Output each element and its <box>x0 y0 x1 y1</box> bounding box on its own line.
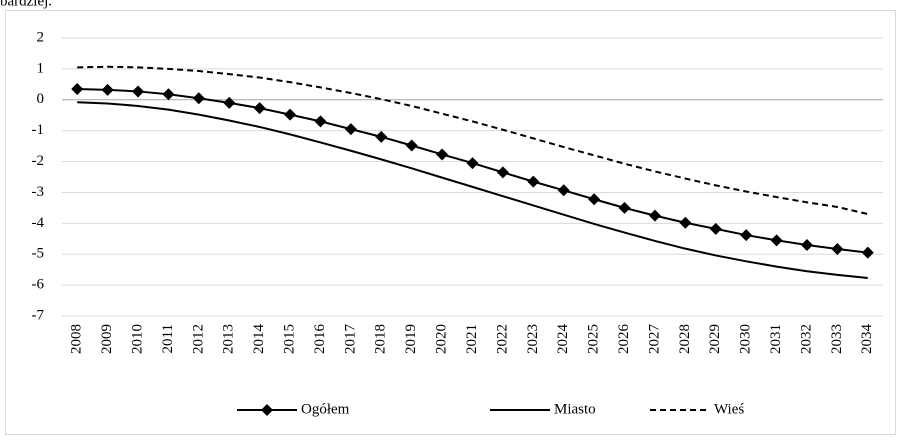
x-tick-label: 2024 <box>555 324 571 355</box>
y-tick-label: -5 <box>32 246 45 262</box>
point-marker <box>436 148 449 161</box>
x-tick-label: 2031 <box>768 324 784 354</box>
x-tick-label: 2010 <box>129 324 145 354</box>
point-marker <box>192 92 205 105</box>
x-tick-label: 2017 <box>342 324 358 355</box>
x-tick-label: 2026 <box>616 324 632 355</box>
point-marker <box>466 157 479 170</box>
y-tick-label: -2 <box>32 153 45 169</box>
y-tick-label: -1 <box>32 122 45 138</box>
point-marker <box>223 96 236 109</box>
point-marker <box>527 175 540 188</box>
legend-label: Wieś <box>714 401 744 417</box>
legend-label: Ogółem <box>301 401 350 417</box>
legend-marker <box>261 404 273 416</box>
point-marker <box>132 85 145 98</box>
point-marker <box>405 139 418 152</box>
x-tick-label: 2029 <box>707 324 723 354</box>
point-marker <box>314 115 327 128</box>
point-marker <box>588 193 601 206</box>
y-tick-label: 2 <box>37 29 45 45</box>
legend-label: Miasto <box>554 401 596 417</box>
x-tick-label: 2023 <box>525 324 541 354</box>
x-tick-label: 2027 <box>646 324 662 355</box>
point-marker <box>831 242 844 255</box>
point-marker <box>770 234 783 247</box>
y-tick-label: 1 <box>37 60 45 76</box>
x-tick-label: 2025 <box>586 324 602 354</box>
point-marker <box>284 108 297 121</box>
x-tick-label: 2021 <box>464 324 480 354</box>
x-tick-label: 2011 <box>160 324 176 353</box>
x-tick-label: 2030 <box>738 324 754 354</box>
y-tick-label: -3 <box>32 184 45 200</box>
x-tick-label: 2034 <box>859 324 875 355</box>
x-tick-label: 2014 <box>251 324 267 355</box>
x-tick-label: 2009 <box>99 324 115 354</box>
point-marker <box>162 88 175 101</box>
point-marker <box>740 229 753 242</box>
point-marker <box>71 82 84 95</box>
x-tick-label: 2008 <box>69 324 85 354</box>
x-tick-label: 2018 <box>373 324 389 354</box>
point-marker <box>709 222 722 235</box>
text-above: bardziej. <box>0 0 52 9</box>
point-marker <box>253 102 266 115</box>
chart-border <box>5 10 896 435</box>
x-tick-label: 2016 <box>312 324 328 355</box>
y-tick-label: -7 <box>32 307 45 323</box>
y-tick-label: 0 <box>37 91 45 107</box>
point-marker <box>861 246 874 259</box>
point-marker <box>618 201 631 214</box>
x-tick-label: 2033 <box>829 324 845 354</box>
y-tick-label: -6 <box>32 277 45 293</box>
point-marker <box>557 184 570 197</box>
x-tick-label: 2022 <box>494 324 510 354</box>
series-line <box>77 101 868 280</box>
x-tick-label: 2032 <box>798 324 814 354</box>
x-tick-label: 2012 <box>190 324 206 354</box>
x-tick-label: 2019 <box>403 324 419 354</box>
point-marker <box>679 216 692 229</box>
x-tick-label: 2028 <box>677 324 693 354</box>
point-marker <box>496 166 509 179</box>
y-tick-label: -4 <box>32 215 45 231</box>
point-marker <box>344 123 357 136</box>
point-marker <box>800 238 813 251</box>
point-marker <box>101 83 114 96</box>
x-tick-label: 2020 <box>434 324 450 354</box>
x-tick-label: 2015 <box>281 324 297 354</box>
point-marker <box>648 209 661 222</box>
point-marker <box>375 130 388 143</box>
series-line <box>77 65 869 216</box>
x-tick-label: 2013 <box>221 324 237 354</box>
